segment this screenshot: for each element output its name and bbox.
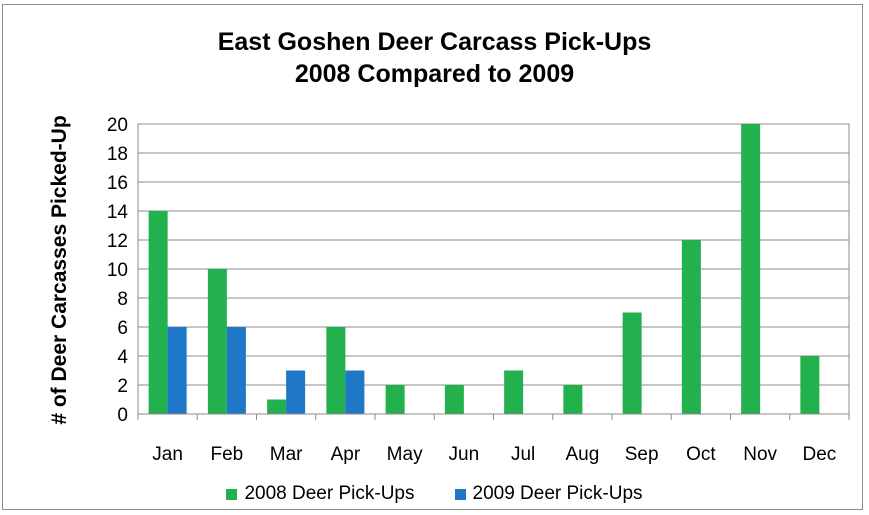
y-tick-label: 12 xyxy=(107,231,128,252)
bar-2008-aug xyxy=(563,385,582,414)
y-tick-label: 18 xyxy=(107,144,128,165)
y-tick-label: 4 xyxy=(117,347,128,368)
bar-2008-apr xyxy=(326,327,345,414)
bar-2009-mar xyxy=(286,371,305,415)
legend-label-2008: 2008 Deer Pick-Ups xyxy=(244,483,414,505)
legend-item-2008: 2008 Deer Pick-Ups xyxy=(226,483,414,505)
bar-2008-jun xyxy=(445,385,464,414)
bar-2008-mar xyxy=(267,400,286,415)
legend-label-2009: 2009 Deer Pick-Ups xyxy=(473,483,643,505)
bar-2009-jan xyxy=(168,327,187,414)
bar-2009-apr xyxy=(345,371,364,415)
bar-2008-jan xyxy=(149,211,168,414)
x-tick-label: Jul xyxy=(511,444,535,465)
y-tick-label: 10 xyxy=(107,260,128,281)
x-tick-label: Dec xyxy=(802,444,836,465)
y-tick-label: 0 xyxy=(117,405,128,426)
y-tick-label: 2 xyxy=(117,376,128,397)
bar-2009-feb xyxy=(227,327,246,414)
x-tick-label: Sep xyxy=(625,444,659,465)
bar-2008-dec xyxy=(800,356,819,414)
bar-2008-may xyxy=(386,385,405,414)
x-tick-label: Jun xyxy=(449,444,480,465)
legend-swatch-2008 xyxy=(226,489,237,500)
bar-2008-jul xyxy=(504,371,523,415)
x-tick-label: Oct xyxy=(686,444,716,465)
y-tick-label: 6 xyxy=(117,318,128,339)
x-tick-label: Mar xyxy=(270,444,303,465)
x-tick-label: Aug xyxy=(565,444,599,465)
y-tick-label: 14 xyxy=(107,202,129,223)
x-tick-label: May xyxy=(387,444,423,465)
bar-2008-oct xyxy=(682,240,701,414)
legend-item-2009: 2009 Deer Pick-Ups xyxy=(455,483,643,505)
x-tick-label: Nov xyxy=(743,444,777,465)
y-tick-label: 20 xyxy=(107,115,128,136)
legend: 2008 Deer Pick-Ups 2009 Deer Pick-Ups xyxy=(0,483,869,505)
bar-2008-nov xyxy=(741,124,760,414)
x-tick-label: Feb xyxy=(211,444,244,465)
y-tick-label: 8 xyxy=(117,289,128,310)
legend-swatch-2009 xyxy=(455,489,466,500)
x-tick-label: Jan xyxy=(152,444,183,465)
y-tick-label: 16 xyxy=(107,173,128,194)
x-tick-label: Apr xyxy=(331,444,361,465)
bar-2008-sep xyxy=(623,313,642,415)
bar-2008-feb xyxy=(208,269,227,414)
